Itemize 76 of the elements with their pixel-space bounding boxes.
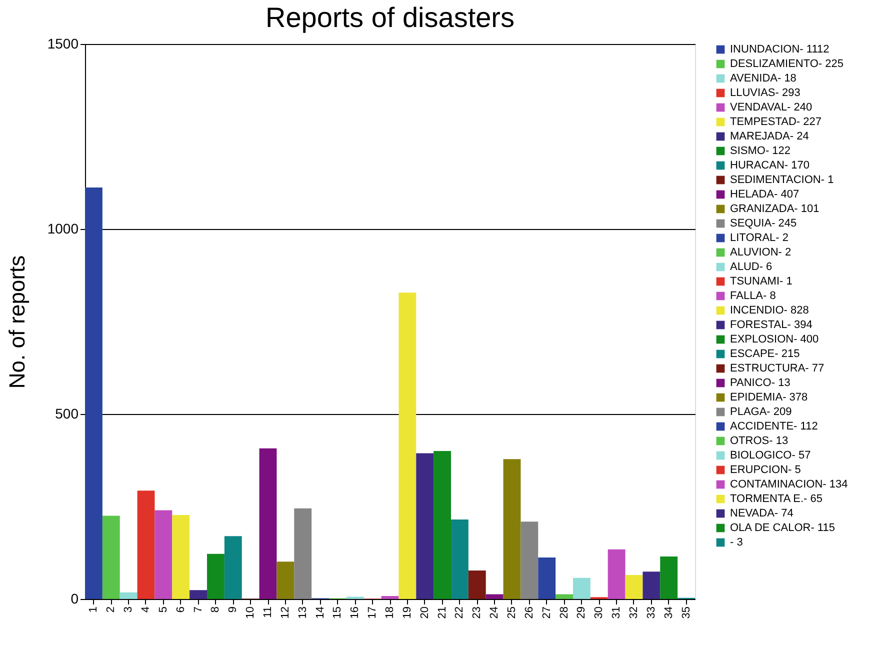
- legend-label: ACCIDENTE- 112: [730, 420, 818, 432]
- x-tick-label: 23: [471, 606, 484, 619]
- legend-label: ERUPCION- 5: [730, 464, 801, 476]
- legend-label: ALUD- 6: [730, 261, 772, 273]
- x-tick-label: 2: [105, 606, 118, 613]
- y-tick-label: 1500: [47, 36, 79, 52]
- x-tick-label: 24: [488, 606, 501, 619]
- x-tick-label: 9: [227, 606, 240, 613]
- x-tick-label: 34: [662, 606, 675, 619]
- x-tick-label: 13: [296, 606, 309, 619]
- legend-label: AVENIDA- 18: [730, 72, 796, 84]
- x-tick-label: 6: [174, 606, 187, 613]
- legend-label: OTROS- 13: [730, 435, 788, 447]
- legend-label: CONTAMINACION- 134: [730, 478, 848, 490]
- legend-label: NEVADA- 74: [730, 508, 794, 520]
- x-tick-label: 17: [366, 606, 379, 619]
- x-tick-label: 21: [436, 606, 448, 619]
- x-tick-label: 27: [540, 606, 553, 619]
- x-tick-label: 7: [192, 606, 204, 613]
- legend-label: PANICO- 13: [730, 377, 790, 389]
- y-tick-label: 0: [70, 590, 79, 606]
- legend-label: HELADA- 407: [730, 188, 800, 200]
- x-tick-label: 28: [558, 606, 570, 619]
- x-tick-label: 32: [628, 606, 640, 619]
- legend-label: GRANIZADA- 101: [730, 203, 820, 215]
- x-tick-label: 16: [349, 606, 362, 619]
- legend-label: INCENDIO- 828: [730, 304, 809, 316]
- legend-label: TEMPESTAD- 227: [730, 116, 822, 128]
- legend-label: TSUNAMI- 1: [730, 276, 792, 288]
- x-tick-label: 25: [506, 606, 518, 619]
- y-tick-label: 1000: [47, 220, 79, 236]
- legend-label: LITORAL- 2: [730, 232, 788, 244]
- x-tick-label: 11: [262, 606, 274, 618]
- legend-label: SEDIMENTACION- 1: [730, 174, 834, 186]
- legend-label: SISMO- 122: [730, 145, 791, 157]
- legend-label: DESLIZAMIENTO- 225: [730, 58, 844, 70]
- x-tick-label: 19: [401, 606, 414, 619]
- legend-label: - 3: [730, 536, 743, 548]
- legend-label: EXPLOSION- 400: [730, 334, 819, 346]
- x-tick-label: 18: [384, 606, 396, 619]
- x-tick-label: 10: [244, 606, 257, 619]
- legend-label: VENDAVAL- 240: [730, 102, 812, 114]
- x-tick-label: 15: [332, 606, 344, 619]
- y-tick-label: 500: [55, 406, 79, 422]
- x-tick-label: 31: [610, 606, 623, 619]
- x-tick-label: 26: [523, 606, 536, 619]
- x-tick-label: 30: [593, 606, 606, 619]
- x-tick-label: 8: [210, 606, 222, 613]
- legend-label: TORMENTA E.- 65: [730, 493, 823, 505]
- legend-label: FORESTAL- 394: [730, 319, 812, 331]
- legend-label: PLAGA- 209: [730, 406, 792, 418]
- legend-label: HURACAN- 170: [730, 160, 810, 172]
- x-tick-label: 12: [279, 606, 292, 619]
- x-tick-label: 33: [645, 606, 658, 619]
- y-axis-title: No. of reports: [4, 255, 30, 389]
- x-tick-label: 20: [418, 606, 431, 619]
- legend-label: ALUVION- 2: [730, 246, 792, 258]
- x-tick-label: 14: [314, 606, 326, 619]
- chart-title: Reports of disasters: [266, 2, 514, 33]
- x-tick-label: 22: [454, 606, 466, 619]
- legend-label: BIOLOGICO- 57: [730, 450, 811, 462]
- x-tick-label: 3: [122, 606, 135, 613]
- legend-label: INUNDACION- 1112: [730, 44, 830, 56]
- legend-label: LLUVIAS- 293: [730, 87, 800, 99]
- x-tick-label: 29: [576, 606, 588, 619]
- x-tick-label: 4: [140, 606, 152, 613]
- x-tick-label: 35: [680, 606, 692, 619]
- legend-label: ESTRUCTURA- 77: [730, 362, 824, 374]
- legend-label: ESCAPE- 215: [730, 348, 800, 360]
- x-tick-label: 1: [88, 606, 100, 613]
- legend-label: SEQUIA- 245: [730, 218, 797, 230]
- x-tick-label: 5: [157, 606, 170, 613]
- legend-label: FALLA- 8: [730, 290, 776, 302]
- legend-label: MAREJADA- 24: [730, 130, 809, 142]
- legend-label: EPIDEMIA- 378: [730, 392, 808, 404]
- legend-label: OLA DE CALOR- 115: [730, 522, 835, 534]
